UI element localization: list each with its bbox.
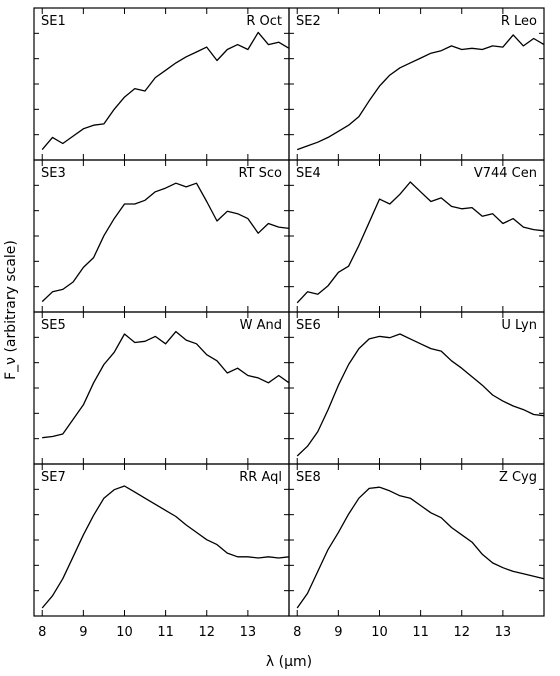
panel-id-label: SE6 xyxy=(296,318,321,333)
star-name-label: U Lyn xyxy=(501,318,537,333)
y-axis-label: F_ν (arbitrary scale) xyxy=(3,240,19,380)
x-tick-label: 9 xyxy=(334,625,342,640)
x-tick-label: 13 xyxy=(240,625,257,640)
x-tick-label: 13 xyxy=(495,625,512,640)
panel-id-label: SE5 xyxy=(41,318,66,333)
x-tick-label: 10 xyxy=(371,625,388,640)
x-tick-label: 11 xyxy=(157,625,174,640)
panel-id-label: SE3 xyxy=(41,166,66,181)
spectrum-line-se1 xyxy=(41,31,290,151)
panel-id-label: SE8 xyxy=(296,470,321,485)
panel-frame xyxy=(288,463,545,617)
panel-frame xyxy=(33,311,290,465)
panel-id-label: SE7 xyxy=(41,470,66,485)
star-name-label: W And xyxy=(240,318,282,333)
star-name-label: R Leo xyxy=(501,14,537,29)
spectrum-line-se4 xyxy=(296,181,545,304)
panel-se4: SE4 V744 Cen xyxy=(288,159,545,313)
panel-se7: SE7 RR Aql xyxy=(33,463,290,617)
star-name-label: R Oct xyxy=(246,14,282,29)
panel-id-label: SE4 xyxy=(296,166,321,181)
star-name-label: RR Aql xyxy=(239,470,282,485)
spectrum-line-se7 xyxy=(41,485,290,609)
panel-frame xyxy=(288,311,545,465)
x-tick-label: 8 xyxy=(293,625,301,640)
star-name-label: Z Cyg xyxy=(499,470,537,485)
spectrum-line-se8 xyxy=(296,486,545,609)
panel-id-label: SE2 xyxy=(296,14,321,29)
panel-grid: SE1 R Oct SE2 R Leo SE3 RT Sco SE4 V744 Cen SE5 W… xyxy=(33,7,545,617)
x-tick-label: 12 xyxy=(198,625,215,640)
panel-se6: SE6 U Lyn xyxy=(288,311,545,465)
star-name-label: V744 Cen xyxy=(474,166,537,181)
star-name-label: RT Sco xyxy=(238,166,282,181)
x-tick-label: 10 xyxy=(116,625,133,640)
spectrum-line-se6 xyxy=(296,333,545,457)
panel-se5: SE5 W And xyxy=(33,311,290,465)
panel-frame xyxy=(288,159,545,313)
panel-frame xyxy=(33,463,290,617)
spectrum-line-se3 xyxy=(41,182,290,303)
panel-se3: SE3 RT Sco xyxy=(33,159,290,313)
x-tick-label: 9 xyxy=(79,625,87,640)
panel-se2: SE2 R Leo xyxy=(288,7,545,161)
spectrum-line-se2 xyxy=(296,34,545,151)
panel-se1: SE1 R Oct xyxy=(33,7,290,161)
spectrum-line-se5 xyxy=(42,330,290,439)
x-tick-labels: 8 9 10 11 12 13 8 9 10 11 12 13 xyxy=(38,625,511,640)
panel-frame xyxy=(33,159,290,313)
panel-se8: SE8 Z Cyg xyxy=(288,463,545,617)
x-tick-label: 12 xyxy=(453,625,470,640)
x-tick-label: 11 xyxy=(412,625,429,640)
x-tick-label: 8 xyxy=(38,625,46,640)
x-axis-label: λ (μm) xyxy=(266,654,312,670)
panel-id-label: SE1 xyxy=(41,14,66,29)
